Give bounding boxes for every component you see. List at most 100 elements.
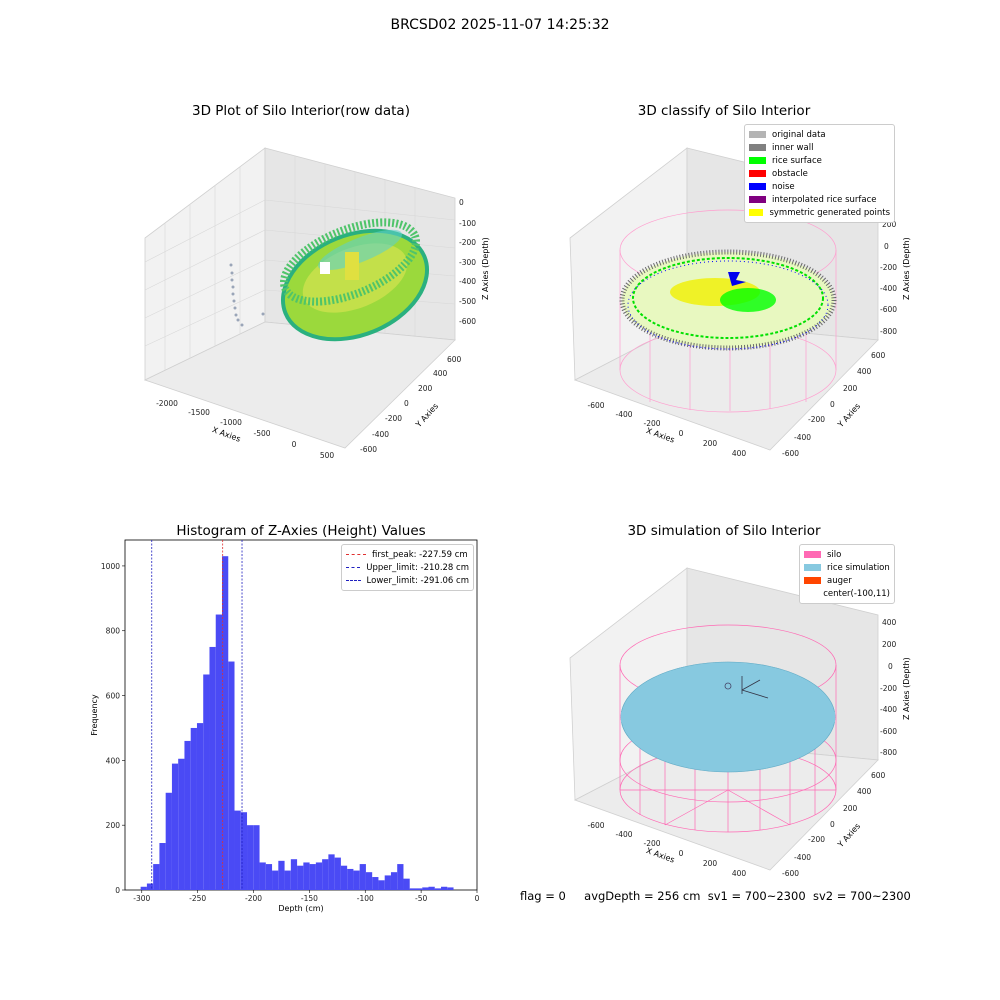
y-tick-label: 400 (433, 369, 448, 378)
reference-lines (151, 540, 243, 890)
legend-item: first_peak: -227.59 cm (346, 548, 469, 561)
x-tick-label: 0 (679, 849, 684, 858)
histogram-bar (365, 872, 373, 890)
histogram-bar (278, 860, 285, 890)
x-tick-label: -400 (615, 830, 632, 839)
z-tick-label: -400 (880, 284, 897, 293)
z-tick-labels: 200 0 -200 -400 -600 -800 (880, 220, 897, 336)
histogram-bar (315, 862, 323, 890)
histogram-bar (372, 877, 379, 890)
y-tick-label: 1000 (101, 562, 120, 571)
y-tick-label: 0 (830, 820, 835, 829)
histogram-bar (378, 880, 385, 890)
histogram-bar (284, 870, 291, 890)
histogram-legend: first_peak: -227.59 cm Upper_limit: -210… (341, 544, 474, 591)
legend-label: Upper_limit: -210.28 cm (366, 562, 469, 573)
y-tick-label: -600 (360, 445, 377, 454)
y-tick-label: -600 (782, 449, 799, 458)
histogram-bar (259, 862, 266, 890)
x-tick-label: -1000 (220, 418, 242, 427)
x-tick-label: -400 (615, 410, 632, 419)
y-tick-label: 800 (106, 627, 121, 636)
x-tick-label: 200 (703, 859, 718, 868)
histogram-bar (390, 872, 398, 890)
histogram-bar (403, 878, 410, 890)
y-axis-label: Y Axies (835, 822, 862, 850)
histogram-bar (253, 825, 260, 890)
histogram-bar (347, 868, 354, 890)
z-tick-label: -100 (459, 219, 476, 228)
y-tick-label: 200 (843, 804, 858, 813)
x-tick-label: 500 (320, 451, 335, 460)
z-tick-label: -600 (459, 317, 476, 326)
histogram-bar (140, 886, 147, 890)
y-tick-label: -200 (808, 415, 825, 424)
x-tick-label: 0 (292, 440, 297, 449)
x-tick-label: 200 (703, 439, 718, 448)
y-tick-labels: -600 -400 -200 0 200 400 600 (782, 771, 886, 878)
x-axis-label: X Axies (645, 846, 676, 865)
y-axis-label: Frequency (90, 694, 99, 736)
y-tick-label: 400 (106, 756, 121, 765)
x-tick-label: -200 (643, 419, 660, 428)
x-tick-labels: -600 -400 -200 0 200 400 (587, 401, 746, 458)
rice-simulation-surface (620, 661, 836, 773)
histogram-bar (272, 870, 279, 890)
y-tick-label: -200 (808, 835, 825, 844)
z-tick-label: -200 (880, 684, 897, 693)
legend-item: rice simulation (804, 561, 890, 574)
y-tick-label: 600 (106, 692, 121, 701)
y-tick-labels: -600 -400 -200 0 200 400 600 (360, 355, 462, 454)
data-points-raw (229, 218, 430, 342)
x-tick-label: -500 (253, 429, 270, 438)
histogram-bar (203, 674, 210, 890)
histogram-bar (171, 763, 179, 890)
histogram-bars (140, 556, 454, 890)
legend-label: Lower_limit: -291.06 cm (366, 575, 469, 586)
y-tick-label: 200 (106, 821, 121, 830)
z-axis-label: Z Axies (Depth) (902, 657, 911, 720)
histogram-bar (234, 810, 241, 890)
histogram-bar (265, 864, 273, 890)
histogram-bar (447, 887, 454, 890)
histogram-bar (441, 886, 448, 890)
legend-item: original data (749, 128, 890, 141)
legend-label: first_peak: -227.59 cm (372, 549, 468, 560)
legend-label: original data (772, 129, 826, 140)
x-tick-labels: -600 -400 -200 0 200 400 (587, 821, 746, 878)
panel-title-histogram: Histogram of Z-Axies (Height) Values (176, 523, 426, 539)
x-tick-label: 0 (679, 429, 684, 438)
figure-title: BRCSD02 2025-11-07 14:25:32 (390, 17, 610, 33)
legend-label: rice simulation (827, 562, 890, 573)
histogram-bar (290, 859, 298, 890)
y-tick-label: -200 (385, 414, 402, 423)
z-tick-label: 400 (882, 618, 897, 627)
legend-label: auger (827, 575, 852, 586)
histogram-bar (384, 875, 391, 890)
histogram-bar (428, 886, 435, 890)
z-tick-label: -400 (880, 705, 897, 714)
x-tick-label: 0 (475, 894, 480, 903)
z-tick-label: 200 (882, 220, 897, 229)
x-tick-label: -200 (643, 839, 660, 848)
z-axis-label: Z Axies (Depth) (481, 237, 490, 300)
classified-points (619, 249, 837, 351)
x-tick-label: -300 (133, 894, 150, 903)
legend-label: symmetric generated points (769, 207, 890, 218)
y-tick-label: 0 (404, 399, 409, 408)
y-tick-label: 200 (418, 384, 433, 393)
y-tick-label: 400 (857, 367, 872, 376)
histogram-bar (309, 864, 316, 890)
classify-legend: original data inner wall rice surface ob… (744, 124, 895, 223)
legend-item: Upper_limit: -210.28 cm (346, 561, 469, 574)
y-tick-label: 400 (857, 787, 872, 796)
z-tick-label: -200 (880, 263, 897, 272)
histogram-bar (184, 740, 191, 890)
legend-item: center(-100,11) (804, 587, 890, 600)
z-tick-label: -400 (459, 277, 476, 286)
legend-item: interpolated rice surface (749, 193, 890, 206)
y-tick-label: 600 (447, 355, 462, 364)
legend-label: rice surface (772, 155, 822, 166)
